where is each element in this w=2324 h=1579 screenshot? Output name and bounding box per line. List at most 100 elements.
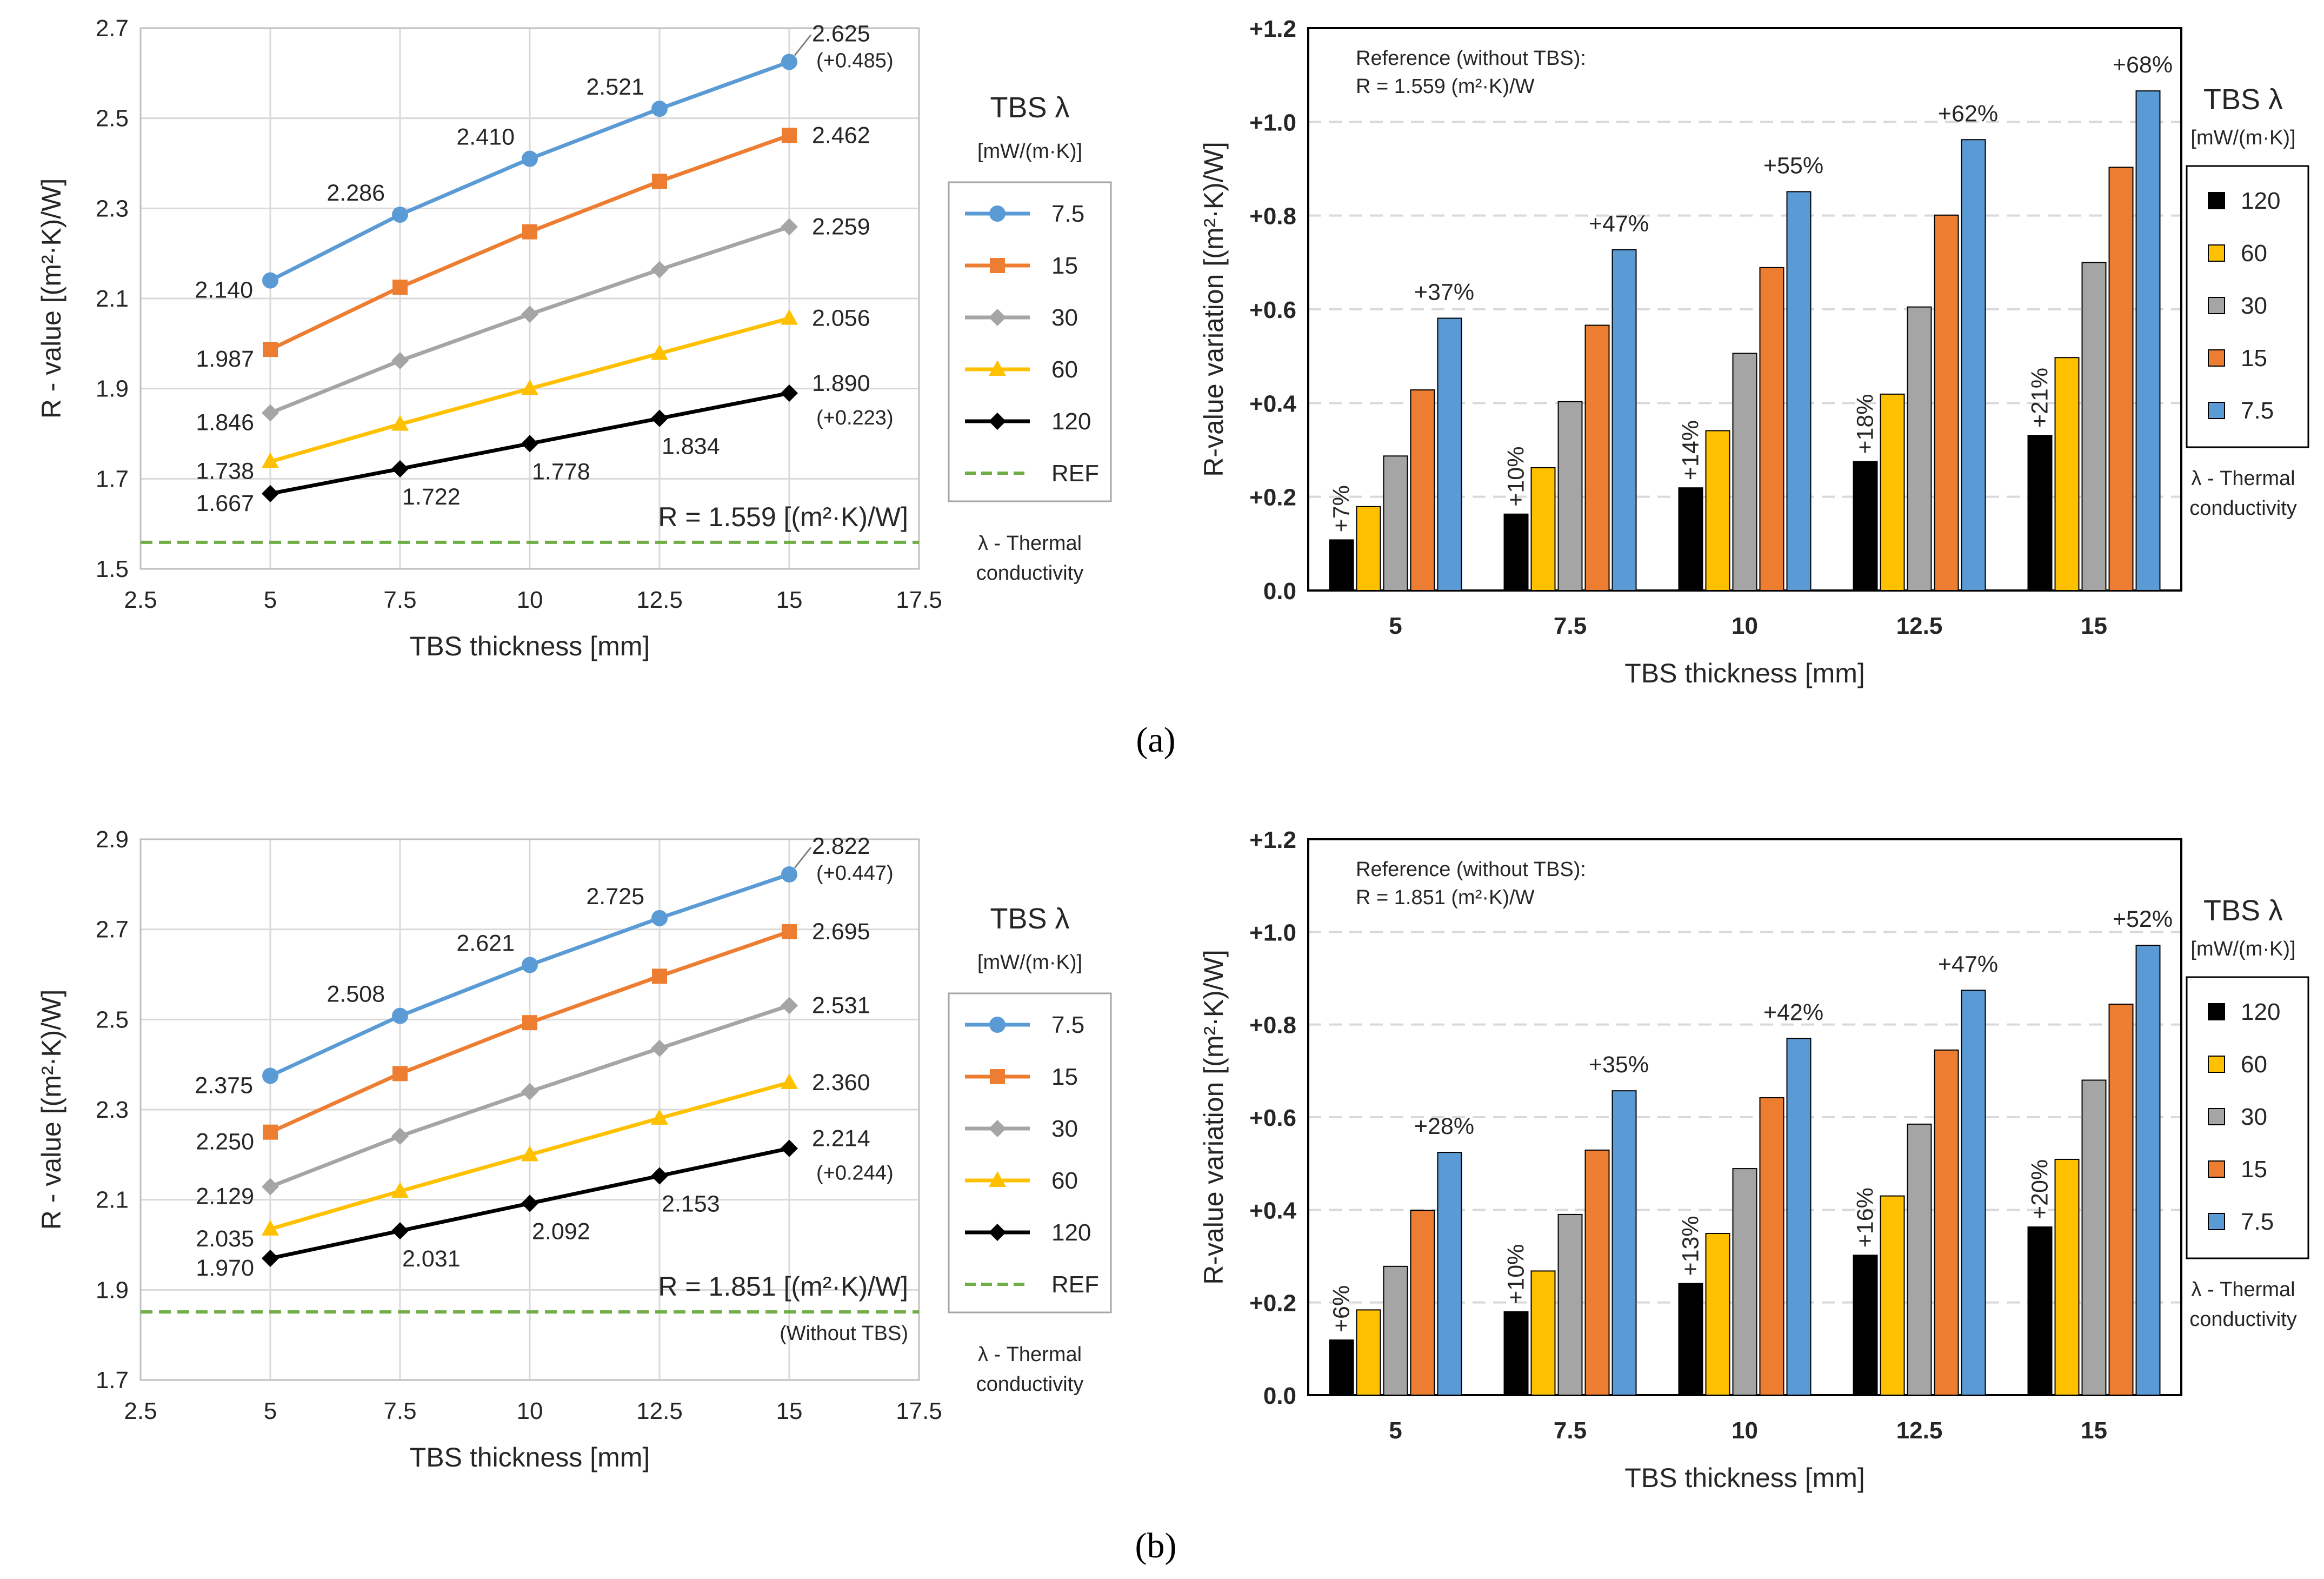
legend-box: [2186, 165, 2309, 448]
reference-label: R = 1.559 [(m²·K)/W]: [658, 502, 908, 532]
percent-label-low: +13%: [1678, 1216, 1704, 1276]
legend-item-label: 15: [1051, 1064, 1078, 1090]
percent-label-high: +28%: [1414, 1113, 1474, 1139]
marker-60: [651, 1109, 668, 1125]
data-label: 1.778: [532, 459, 590, 485]
legend-marker-60: [989, 1171, 1006, 1187]
x-tick-label: 7.5: [383, 587, 416, 613]
data-label: 1.667: [196, 490, 254, 516]
data-label: 1.722: [402, 484, 461, 510]
data-label: 2.625: [812, 21, 870, 47]
marker-7.5: [651, 910, 668, 926]
reference-label: R = 1.851 [(m²·K)/W]: [658, 1271, 908, 1302]
bar-7.5: [1437, 317, 1462, 591]
marker-30: [521, 1083, 538, 1100]
bar-120: [1853, 1255, 1878, 1396]
y-tick-label: +0.8: [1249, 1012, 1296, 1039]
legend-marker-30: [989, 1120, 1006, 1137]
legend-marker-7.5: [989, 1017, 1005, 1033]
data-label: 1.738: [196, 459, 254, 485]
marker-120: [781, 384, 798, 402]
bar-30: [1907, 1123, 1932, 1396]
bar-15: [1934, 214, 1959, 591]
x-tick-label: 17.5: [896, 587, 942, 613]
legend-footer: conductivity: [2189, 497, 2297, 520]
x-tick-label: 10: [517, 587, 543, 613]
legend-marker-15: [990, 1069, 1005, 1084]
legend-item-label: 30: [2241, 1104, 2267, 1130]
reference-note: R = 1.559 (m²·K)/W: [1356, 75, 1535, 98]
bar-15: [2108, 1003, 2134, 1396]
x-tick-label: 15: [2081, 613, 2107, 639]
x-tick-label: 10: [517, 1398, 543, 1424]
y-tick-label: 1.7: [96, 466, 129, 492]
panel-label-a: (a): [1136, 720, 1175, 760]
legend-item-label: 7.5: [1051, 1012, 1084, 1038]
legend-footer: λ - Thermal: [2191, 467, 2295, 490]
bar-120: [2027, 1226, 2053, 1396]
y-tick-label: 2.9: [96, 826, 129, 853]
x-tick-label: 12.5: [1896, 1417, 1943, 1444]
data-label: 2.375: [195, 1073, 253, 1099]
legend-footer: conductivity: [976, 1373, 1084, 1396]
data-label: 2.822: [812, 833, 870, 859]
y-tick-label: +1.2: [1249, 827, 1296, 853]
x-tick-label: 12.5: [636, 587, 683, 613]
x-tick-label: 5: [1389, 613, 1402, 639]
marker-15: [782, 128, 797, 143]
leader-line: [794, 34, 812, 56]
bar-60: [1356, 506, 1381, 591]
y-tick-label: +1.2: [1249, 16, 1296, 42]
percent-label-low: +16%: [1853, 1187, 1879, 1248]
bar-7.5: [1612, 249, 1637, 591]
y-tick-label: +0.2: [1249, 485, 1296, 511]
legend-swatch-120: [2208, 192, 2225, 209]
marker-30: [651, 261, 668, 278]
bar-30: [1383, 1265, 1408, 1396]
legend-footer: λ - Thermal: [2191, 1278, 2295, 1301]
data-label: 2.410: [456, 124, 515, 150]
y-axis-title: R - value [(m²·K)/W]: [36, 178, 66, 419]
percent-label-high: +55%: [1763, 152, 1823, 178]
marker-120: [521, 1195, 538, 1212]
y-tick-label: +0.2: [1249, 1290, 1296, 1317]
delta-label: (+0.244): [816, 1162, 894, 1185]
x-tick-label: 15: [2081, 1417, 2107, 1444]
y-axis-title: R-value variation [(m²·K)/W]: [1198, 142, 1229, 477]
legend-box: [948, 992, 1112, 1313]
bar-15: [1584, 324, 1610, 591]
y-tick-label: +0.4: [1249, 390, 1296, 417]
line-chart-a: 2.5 5 7.5 10 12.5 15 17.5 1.5 1.7 1.9 2.1 2.3 2.5 2.7…: [36, 15, 1112, 661]
marker-30: [521, 306, 538, 323]
marker-15: [392, 1066, 408, 1082]
x-tick-label: 10: [1732, 613, 1758, 639]
y-tick-label: +0.8: [1249, 203, 1296, 230]
x-tick-label: 5: [1389, 1417, 1402, 1444]
legend-item-label: 7.5: [2241, 1209, 2274, 1235]
legend-item-label: 120: [2241, 999, 2280, 1025]
bar-120: [2027, 435, 2053, 592]
legend-marker-60: [989, 360, 1006, 376]
bar-60: [2054, 1158, 2080, 1396]
bar-30: [2081, 1079, 2107, 1396]
y-tick-label: +0.4: [1249, 1197, 1296, 1224]
legend-item-label: 7.5: [1051, 201, 1084, 227]
percent-label-low: +18%: [1853, 394, 1879, 454]
legend-item-label: 120: [1051, 408, 1091, 435]
legend-marker-120: [989, 1224, 1006, 1241]
data-label: 2.621: [456, 931, 515, 957]
y-tick-label: 2.5: [96, 105, 129, 132]
legend-footer: conductivity: [2189, 1308, 2297, 1331]
bar-7.5: [1437, 1152, 1462, 1396]
percent-label-low: +20%: [2027, 1159, 2053, 1219]
bar-120: [1678, 487, 1703, 592]
x-tick-label: 2.5: [124, 587, 157, 613]
data-label: 1.846: [196, 410, 254, 436]
y-tick-label: 2.3: [96, 1097, 129, 1123]
percent-label-high: +47%: [1938, 951, 1998, 977]
bar-15: [1934, 1049, 1959, 1396]
data-label: 2.259: [812, 214, 870, 240]
legend-item-label: 15: [1051, 253, 1078, 279]
bar-30: [1557, 401, 1583, 591]
x-tick-label: 2.5: [124, 1398, 157, 1424]
